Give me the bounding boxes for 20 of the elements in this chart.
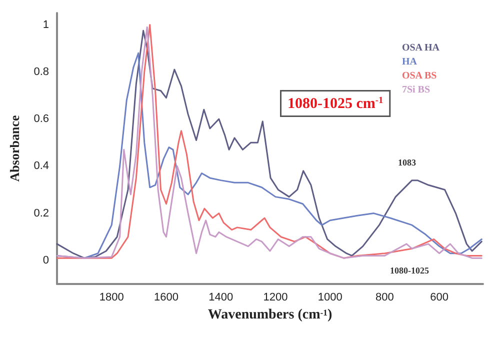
x-tick-label: 1200 [263,292,288,304]
x-tick-label: 1800 [99,292,124,304]
x-tick-label: 800 [376,292,394,304]
annotation: 1080-1025 [390,266,430,276]
y-tick-label: 0.2 [34,207,49,220]
y-tick-label: 0 [42,254,49,266]
text: OSA HA [402,42,440,54]
x-tick-label: 1600 [154,292,178,304]
text: OSA BS [402,70,438,82]
x-tick-label: 1400 [208,292,234,304]
text: 7Si BS [402,84,430,96]
y-axis-title: Absorbance [7,115,22,182]
text: HA [402,56,418,68]
annotation: 1083 [398,158,416,168]
y-tick-label: 0.6 [34,113,49,126]
y-tick-label: 0.8 [34,66,49,78]
y-tick-label: 1 [42,18,49,31]
x-tick-label: 600 [430,292,448,304]
y-tick-label: 0.4 [34,160,49,172]
x-tick-label: 1000 [318,292,342,304]
